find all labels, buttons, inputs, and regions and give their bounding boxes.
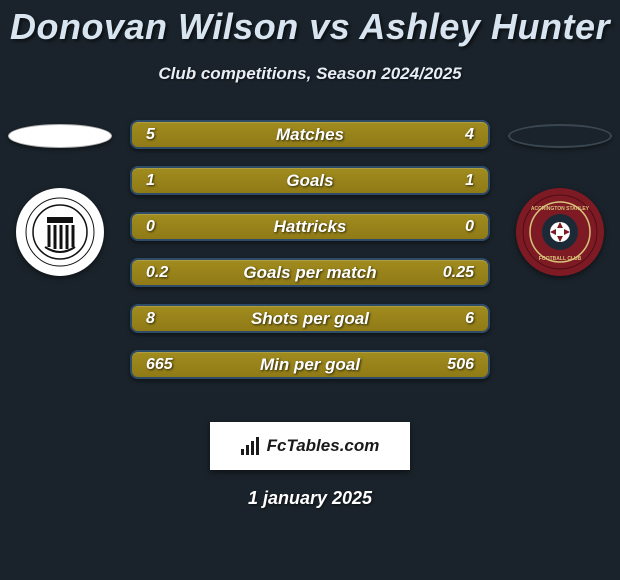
- stat-value-right: 1: [465, 172, 474, 190]
- stat-value-right: 506: [447, 356, 474, 374]
- stat-bar: 665Min per goal506: [130, 350, 490, 379]
- stat-value-left: 665: [146, 356, 173, 374]
- player-left-column: [0, 120, 120, 400]
- brand-text: FcTables.com: [267, 436, 380, 456]
- date-caption: 1 january 2025: [0, 488, 620, 509]
- stat-bar: 5Matches4: [130, 120, 490, 149]
- stat-bar: 1Goals1: [130, 166, 490, 195]
- stat-bar: 8Shots per goal6: [130, 304, 490, 333]
- player-right-column: ACCRINGTON STANLEY FOOTBALL CLUB: [500, 120, 620, 400]
- stat-value-right: 0: [465, 218, 474, 236]
- stat-value-left: 8: [146, 310, 155, 328]
- player-right-crest: ACCRINGTON STANLEY FOOTBALL CLUB: [516, 188, 604, 276]
- stat-label: Goals: [132, 171, 488, 191]
- stat-label: Goals per match: [132, 263, 488, 283]
- player-right-ellipse: [508, 124, 612, 148]
- stat-label: Min per goal: [132, 355, 488, 375]
- brand-logo-icon: [241, 437, 263, 455]
- club-crest-right-icon: ACCRINGTON STANLEY FOOTBALL CLUB: [522, 194, 598, 270]
- brand-badge[interactable]: FcTables.com: [210, 422, 410, 470]
- stat-value-left: 0.2: [146, 264, 168, 282]
- comparison-panel: ACCRINGTON STANLEY FOOTBALL CLUB 5Matche…: [0, 120, 620, 400]
- svg-text:ACCRINGTON STANLEY: ACCRINGTON STANLEY: [531, 206, 590, 212]
- stat-value-right: 6: [465, 310, 474, 328]
- stat-value-left: 0: [146, 218, 155, 236]
- stat-label: Hattricks: [132, 217, 488, 237]
- stat-label: Shots per goal: [132, 309, 488, 329]
- player-left-crest: [16, 188, 104, 276]
- stat-value-left: 5: [146, 126, 155, 144]
- stat-bar: 0.2Goals per match0.25: [130, 258, 490, 287]
- stat-value-right: 4: [465, 126, 474, 144]
- stat-bar: 0Hattricks0: [130, 212, 490, 241]
- stat-value-left: 1: [146, 172, 155, 190]
- svg-text:FOOTBALL CLUB: FOOTBALL CLUB: [539, 256, 582, 262]
- club-crest-left-icon: [25, 197, 95, 267]
- stat-bars: 5Matches4 1Goals1 0Hattricks0 0.2Goals per …: [130, 120, 490, 379]
- subtitle: Club competitions, Season 2024/2025: [0, 64, 620, 84]
- page-title: Donovan Wilson vs Ashley Hunter: [0, 0, 620, 48]
- player-left-ellipse: [8, 124, 112, 148]
- stat-value-right: 0.25: [443, 264, 474, 282]
- stat-label: Matches: [132, 125, 488, 145]
